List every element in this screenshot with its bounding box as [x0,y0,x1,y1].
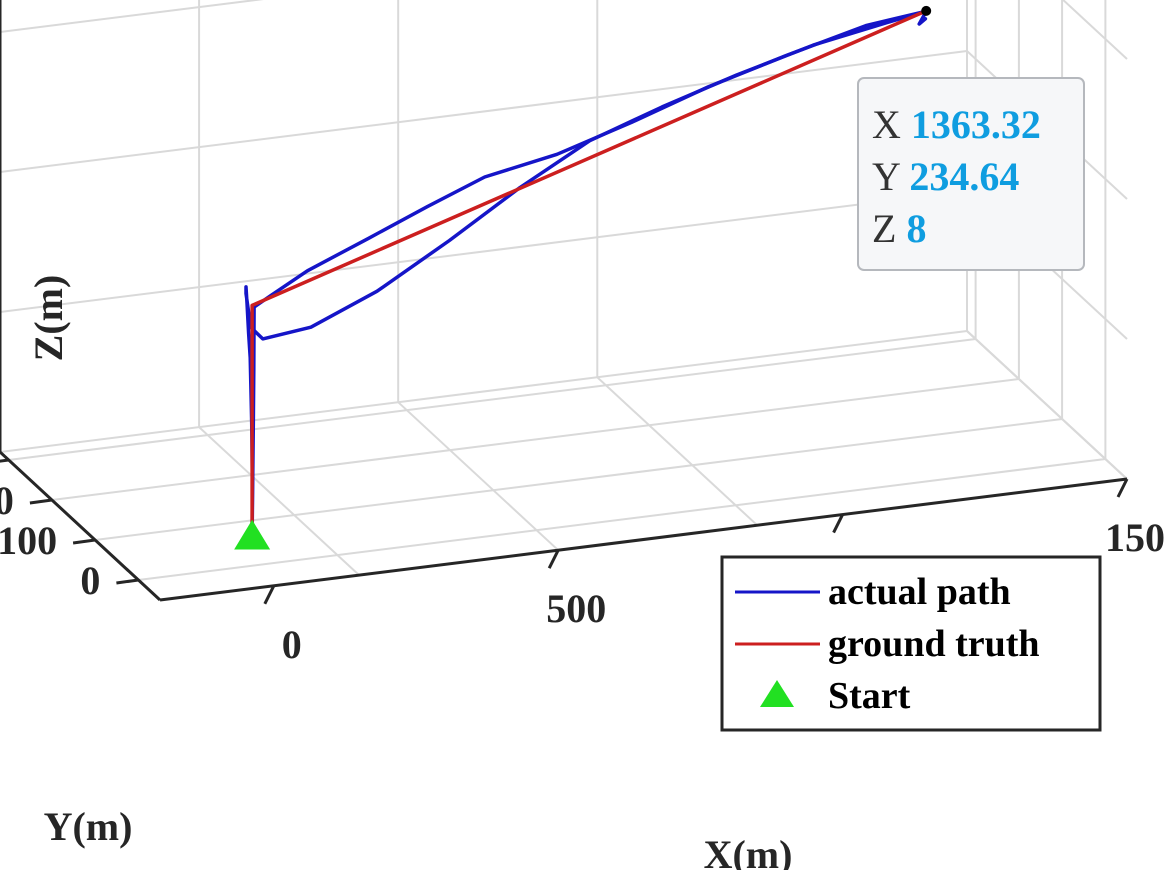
x-tick-label: 500 [546,586,606,631]
legend: actual path ground truth Start [720,555,1102,732]
start-marker [234,519,271,550]
datatip-row: X 1363.32 [872,102,1041,147]
legend-label: ground truth [828,623,1040,665]
grid-line [0,190,968,313]
y-tick-label: 100 [0,518,57,563]
datatip-row: Y 234.64 [872,154,1019,199]
legend-swatch-triangle [760,680,794,707]
x-tick-mark [832,513,844,534]
datatip-point [921,5,932,16]
datatip-box: X 1363.32Y 234.64Z 8 [857,77,1085,271]
grid-line [51,378,1020,501]
datatip-value: 8 [906,206,926,251]
y-tick-label: 0 [80,558,100,603]
x-tick-mark [547,549,560,569]
datatip-row: Z 8 [872,206,926,251]
datatip-key: Y [872,154,909,199]
x-axis-line [159,477,1128,602]
x-tick-label: 0 [282,622,302,667]
datatip-background [857,77,1085,271]
y-axis-line [0,450,162,602]
y-axis-title: Y(m) [44,804,133,849]
grid-line [0,50,968,173]
grid-line [94,418,1063,541]
series-group [244,9,929,540]
legend-label: actual path [828,571,1011,613]
grid-line [8,338,976,461]
datatip-value: 234.64 [909,154,1019,199]
y-tick-mark [116,578,139,585]
grid-line [138,458,1106,581]
legend-label: Start [828,675,911,717]
z-axis-title: Z(m) [26,275,71,362]
grid-line [198,426,360,576]
grid-line [1061,0,1128,60]
datatip-key: X [872,102,911,147]
y-tick-label: 200 [0,478,14,523]
datatip-key: Z [872,206,906,251]
x-tick-mark [1116,478,1129,498]
grid-line [397,401,559,551]
grid-line [966,330,1128,480]
actual-path-line [244,9,929,540]
grid-line [596,376,758,527]
ground-truth-line [250,9,928,540]
datatip-value: 1363.32 [911,102,1041,147]
x-axis-title: X(m) [704,832,793,870]
y-tick-mark [0,458,9,463]
grid-line [0,0,264,33]
y-tick-mark [72,538,96,545]
grid-line [0,330,968,453]
actual-path-line [250,9,929,540]
x-tick-mark [263,585,276,605]
y-tick-mark [29,498,53,505]
